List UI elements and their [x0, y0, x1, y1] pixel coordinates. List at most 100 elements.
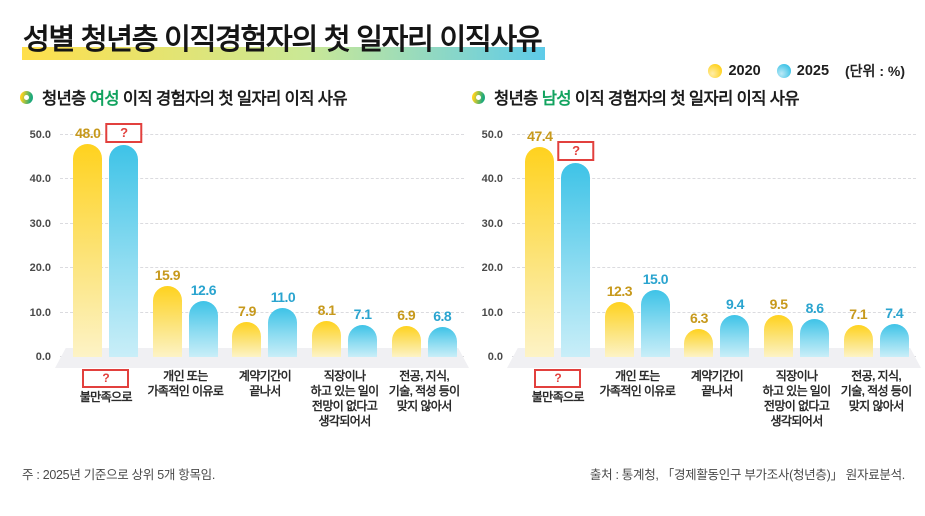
category-line: 기술, 적성 등이: [388, 384, 460, 398]
category-label: 직장이나 하고 있는 일이 전망이 없다고 생각되어서: [757, 369, 837, 429]
footnote: 주 : 2025년 기준으로 상위 5개 항목임.: [22, 468, 216, 482]
category-line: 끝나서: [701, 384, 733, 398]
category-line: 생각되어서: [318, 414, 371, 428]
category-label: 계약기간이 끝나서: [225, 369, 305, 429]
bar-2025: 6.8: [427, 308, 457, 357]
infographic-root: 성별 청년층 이직경험자의 첫 일자리 이직사유 2020 2025 (단위 :…: [0, 16, 925, 516]
bar-2020: 48.0: [73, 125, 103, 357]
bar-group: 15.9 12.6: [146, 135, 226, 357]
charts-row: 청년층 여성 이직 경험자의 첫 일자리 이직 사유 0.0 10.0 20.0 30…: [0, 87, 925, 429]
category-line: 전망이 없다고: [311, 399, 378, 413]
chart-male: 청년층 남성 이직 경험자의 첫 일자리 이직 사유 0.0 10.0 20.0 30…: [472, 87, 924, 429]
chart-female: 청년층 여성 이직 경험자의 첫 일자리 이직 사유 0.0 10.0 20.0 30…: [20, 87, 472, 429]
gridline: [60, 222, 464, 224]
bar-2020: 12.3: [604, 283, 634, 357]
category-line: 개인 또는: [615, 369, 660, 383]
category-label: ? 불만족으로: [518, 369, 598, 429]
bar-value-label: 7.1: [353, 306, 372, 323]
bar-group: 6.3 9.4: [677, 135, 757, 357]
unit-label: (단위 : %): [845, 63, 905, 79]
category-label: 계약기간이 끝나서: [677, 369, 757, 429]
gridline: [60, 311, 464, 313]
bar-value-label: 8.6: [805, 299, 824, 316]
legend: 2020 2025 (단위 : %): [708, 61, 905, 81]
category-line: 가족적인 이유로: [599, 384, 676, 398]
legend-item-2020: 2020: [708, 63, 761, 79]
masked-category-box: ?: [82, 369, 130, 388]
bar-value-label: 6.8: [433, 307, 452, 324]
category-label: ? 불만족으로: [66, 369, 146, 429]
bar-2020: 8.1: [312, 302, 342, 357]
bar-groups: 48.0? 15.9 12.6 7.9 11.0 8.1 7.1 6.9 6.8: [60, 123, 464, 357]
subtitle-suffix: 이직 경험자의 첫 일자리 이직 사유: [570, 90, 800, 108]
bar-group: 7.1 7.4: [836, 135, 916, 357]
bar-2025: 7.1: [348, 306, 378, 357]
plot-area-female: 0.0 10.0 20.0 30.0 40.0 50.0 48.0? 15.9 12.6 7.9 1…: [30, 123, 469, 368]
y-axis-tick-label: 10.0: [29, 306, 51, 319]
ring-bullet-icon: [20, 90, 33, 104]
category-axis-male: ? 불만족으로 개인 또는 가족적인 이유로 계약기간이 끝나서 직장이나 하고 있는 일이 전…: [512, 369, 916, 429]
category-line: 직장이나: [323, 369, 366, 383]
bar-2020: 7.1: [843, 306, 873, 357]
bar-value-label: 47.4: [527, 127, 553, 144]
plot-area-male: 0.0 10.0 20.0 30.0 40.0 50.0 47.4? 12.3 15.0 6.3 9…: [482, 128, 921, 368]
ring-bullet-icon: [472, 90, 485, 104]
bar-2025: 8.6: [800, 300, 830, 357]
bar-2020: 15.9: [152, 267, 182, 357]
bar-group: 47.4?: [518, 128, 598, 357]
bar-group: 7.9 11.0: [225, 135, 305, 357]
masked-value-box: ?: [105, 123, 143, 144]
bar-2020: 9.5: [764, 296, 794, 357]
category-line: 기술, 적성 등이: [840, 384, 912, 398]
category-line: 전망이 없다고: [763, 399, 830, 413]
gridline: [512, 134, 916, 135]
subtitle-gender: 여성: [89, 90, 120, 108]
category-line: 불만족으로: [531, 390, 585, 404]
category-label: 개인 또는 가족적인 이유로: [598, 369, 678, 429]
category-line: 직장이나: [775, 369, 818, 383]
bar-group: 9.5 8.6: [757, 135, 837, 357]
y-axis-tick-label: 50.0: [481, 129, 503, 141]
bar-2025: 15.0: [640, 271, 670, 357]
footer: 주 : 2025년 기준으로 상위 5개 항목임. 출처 : 통계청, 「경제활…: [22, 464, 905, 483]
bar-value-label: 12.3: [606, 283, 633, 300]
bar-value-label: 7.4: [885, 305, 904, 322]
bar-2025: ?: [105, 123, 143, 357]
bar-group: 12.3 15.0: [598, 135, 678, 357]
category-line: 하고 있는 일이: [310, 384, 380, 398]
bar-value-label: 9.5: [769, 295, 788, 312]
header: 성별 청년층 이직경험자의 첫 일자리 이직사유: [22, 16, 925, 61]
bar-2020: 6.3: [684, 310, 714, 357]
bar-value-label: 8.1: [317, 302, 336, 319]
page-title: 성별 청년층 이직경험자의 첫 일자리 이직사유: [22, 16, 546, 61]
gridline: [512, 222, 916, 224]
category-line: 맞지 않아서: [396, 399, 453, 413]
bar-value-label: 12.6: [190, 282, 217, 299]
category-line: 생각되어서: [770, 414, 823, 428]
legend-item-2025: 2025: [776, 63, 830, 79]
category-label: 개인 또는 가족적인 이유로: [146, 369, 226, 429]
y-axis-tick-label: 0.0: [35, 351, 51, 363]
bar-2025: 9.4: [720, 296, 750, 357]
gridline: [60, 267, 464, 269]
bar-value-label: 6.9: [397, 307, 416, 324]
source-note: 출처 : 통계청, 「경제활동인구 부가조사(청년층)」 원자료분석.: [589, 468, 905, 482]
bar-2025: ?: [557, 140, 595, 357]
y-axis-tick-label: 0.0: [487, 351, 503, 363]
category-line: 끝나서: [249, 384, 281, 398]
bar-value-label: 15.0: [642, 271, 669, 288]
chart-female-header: 청년층 여성 이직 경험자의 첫 일자리 이직 사유: [20, 87, 472, 108]
y-axis-tick-label: 40.0: [29, 173, 51, 186]
category-label: 직장이나 하고 있는 일이 전망이 없다고 생각되어서: [305, 369, 385, 429]
bar-value-label: 9.4: [726, 296, 744, 313]
category-line: 하고 있는 일이: [762, 384, 832, 398]
masked-value-box: ?: [557, 140, 595, 161]
bar-2025: 7.4: [879, 305, 909, 357]
category-line: 가족적인 이유로: [147, 384, 224, 398]
legend-label-2025: 2025: [796, 63, 830, 79]
bar-groups: 47.4? 12.3 15.0 6.3 9.4 9.5 8.6 7.1 7.4: [512, 128, 916, 357]
category-line: 개인 또는: [163, 369, 208, 383]
bar-2020: 47.4: [525, 128, 555, 357]
y-axis-tick-label: 20.0: [481, 262, 503, 275]
subtitle-prefix: 청년층: [42, 90, 90, 108]
